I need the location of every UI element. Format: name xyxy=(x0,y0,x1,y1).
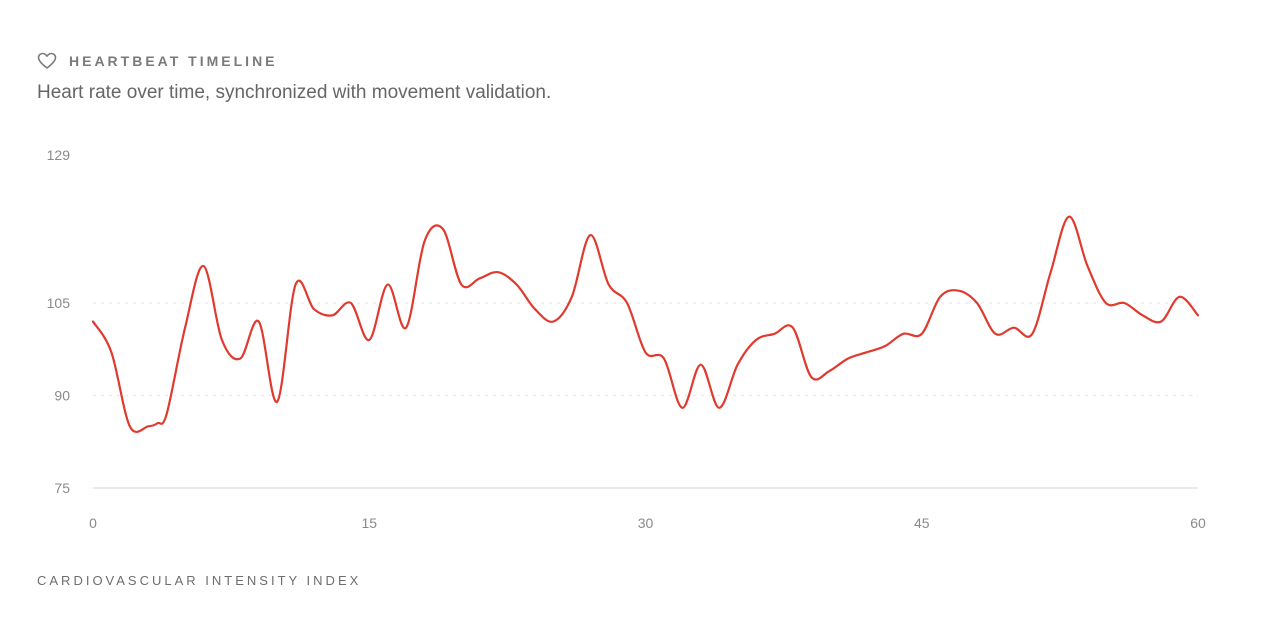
chart-subtitle: Heart rate over time, synchronized with … xyxy=(37,82,552,103)
chart-title: HEARTBEAT TIMELINE xyxy=(69,53,278,69)
chart-footer-label: CARDIOVASCULAR INTENSITY INDEX xyxy=(37,573,362,588)
y-tick-label: 129 xyxy=(47,147,71,163)
series-layer xyxy=(91,215,1200,433)
x-tick-label: 45 xyxy=(914,515,930,531)
series-line-heart-rate xyxy=(91,215,1200,433)
y-tick-label: 75 xyxy=(54,480,70,496)
y-tick-label: 105 xyxy=(47,295,71,311)
chart-header: HEARTBEAT TIMELINE xyxy=(37,52,278,70)
x-tick-label: 60 xyxy=(1190,515,1206,531)
x-tick-labels: 0 15 30 45 60 xyxy=(89,515,1206,531)
x-tick-label: 0 xyxy=(89,515,97,531)
grid-layer xyxy=(93,302,1198,396)
y-tick-labels: 75 90 105 129 xyxy=(47,147,71,496)
heart-icon xyxy=(37,52,57,69)
y-tick-label: 90 xyxy=(54,388,70,404)
x-tick-label: 15 xyxy=(361,515,377,531)
title-row: HEARTBEAT TIMELINE xyxy=(37,52,278,70)
heart-rate-chart: 75 90 105 129 0 15 30 45 60 xyxy=(47,147,1206,531)
x-tick-label: 30 xyxy=(638,515,654,531)
